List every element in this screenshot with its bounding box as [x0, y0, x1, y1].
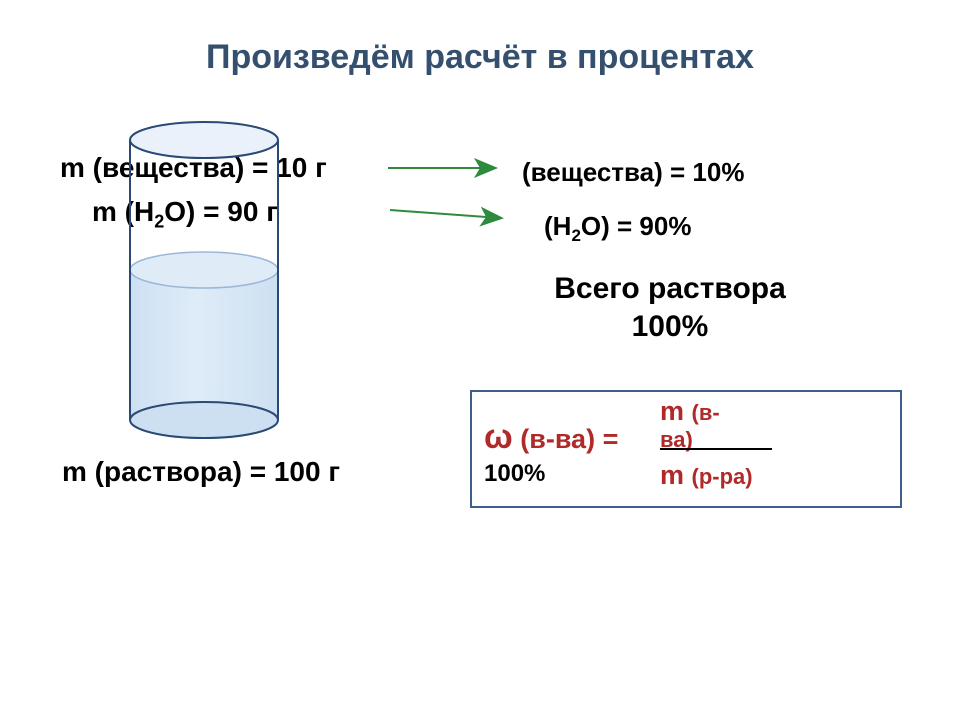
fraction-bar [660, 448, 772, 450]
label-mass-solution: m (раствора) = 100 г [62, 456, 340, 488]
label-mass-substance: m (вещества) = 10 г [60, 152, 327, 184]
cylinder-water-surface [130, 252, 278, 288]
svg-overlay [0, 0, 960, 720]
fraction-denominator: m (р-ра) [660, 460, 753, 491]
percent-h2o: (H2O) = 90% [544, 211, 691, 246]
formula-tail: 100% [484, 460, 545, 488]
total-solution-label: Всего раствора 100% [480, 270, 860, 345]
cylinder-bottom [130, 402, 278, 438]
arrow-to-h2o-pct [390, 210, 500, 218]
omega-symbol: ω [484, 418, 513, 456]
fraction-numerator: m (в-ва) [660, 398, 720, 452]
cylinder-water [130, 270, 278, 438]
slide-stage: Произведём расчёт в процентах m (веществ… [0, 0, 960, 720]
omega-label: ω (в-ва) = [484, 418, 618, 457]
percent-substance: (вещества) = 10% [522, 157, 744, 188]
slide-title: Произведём расчёт в процентах [0, 38, 960, 77]
label-mass-h2o: m (H2O) = 90 г [92, 196, 278, 233]
